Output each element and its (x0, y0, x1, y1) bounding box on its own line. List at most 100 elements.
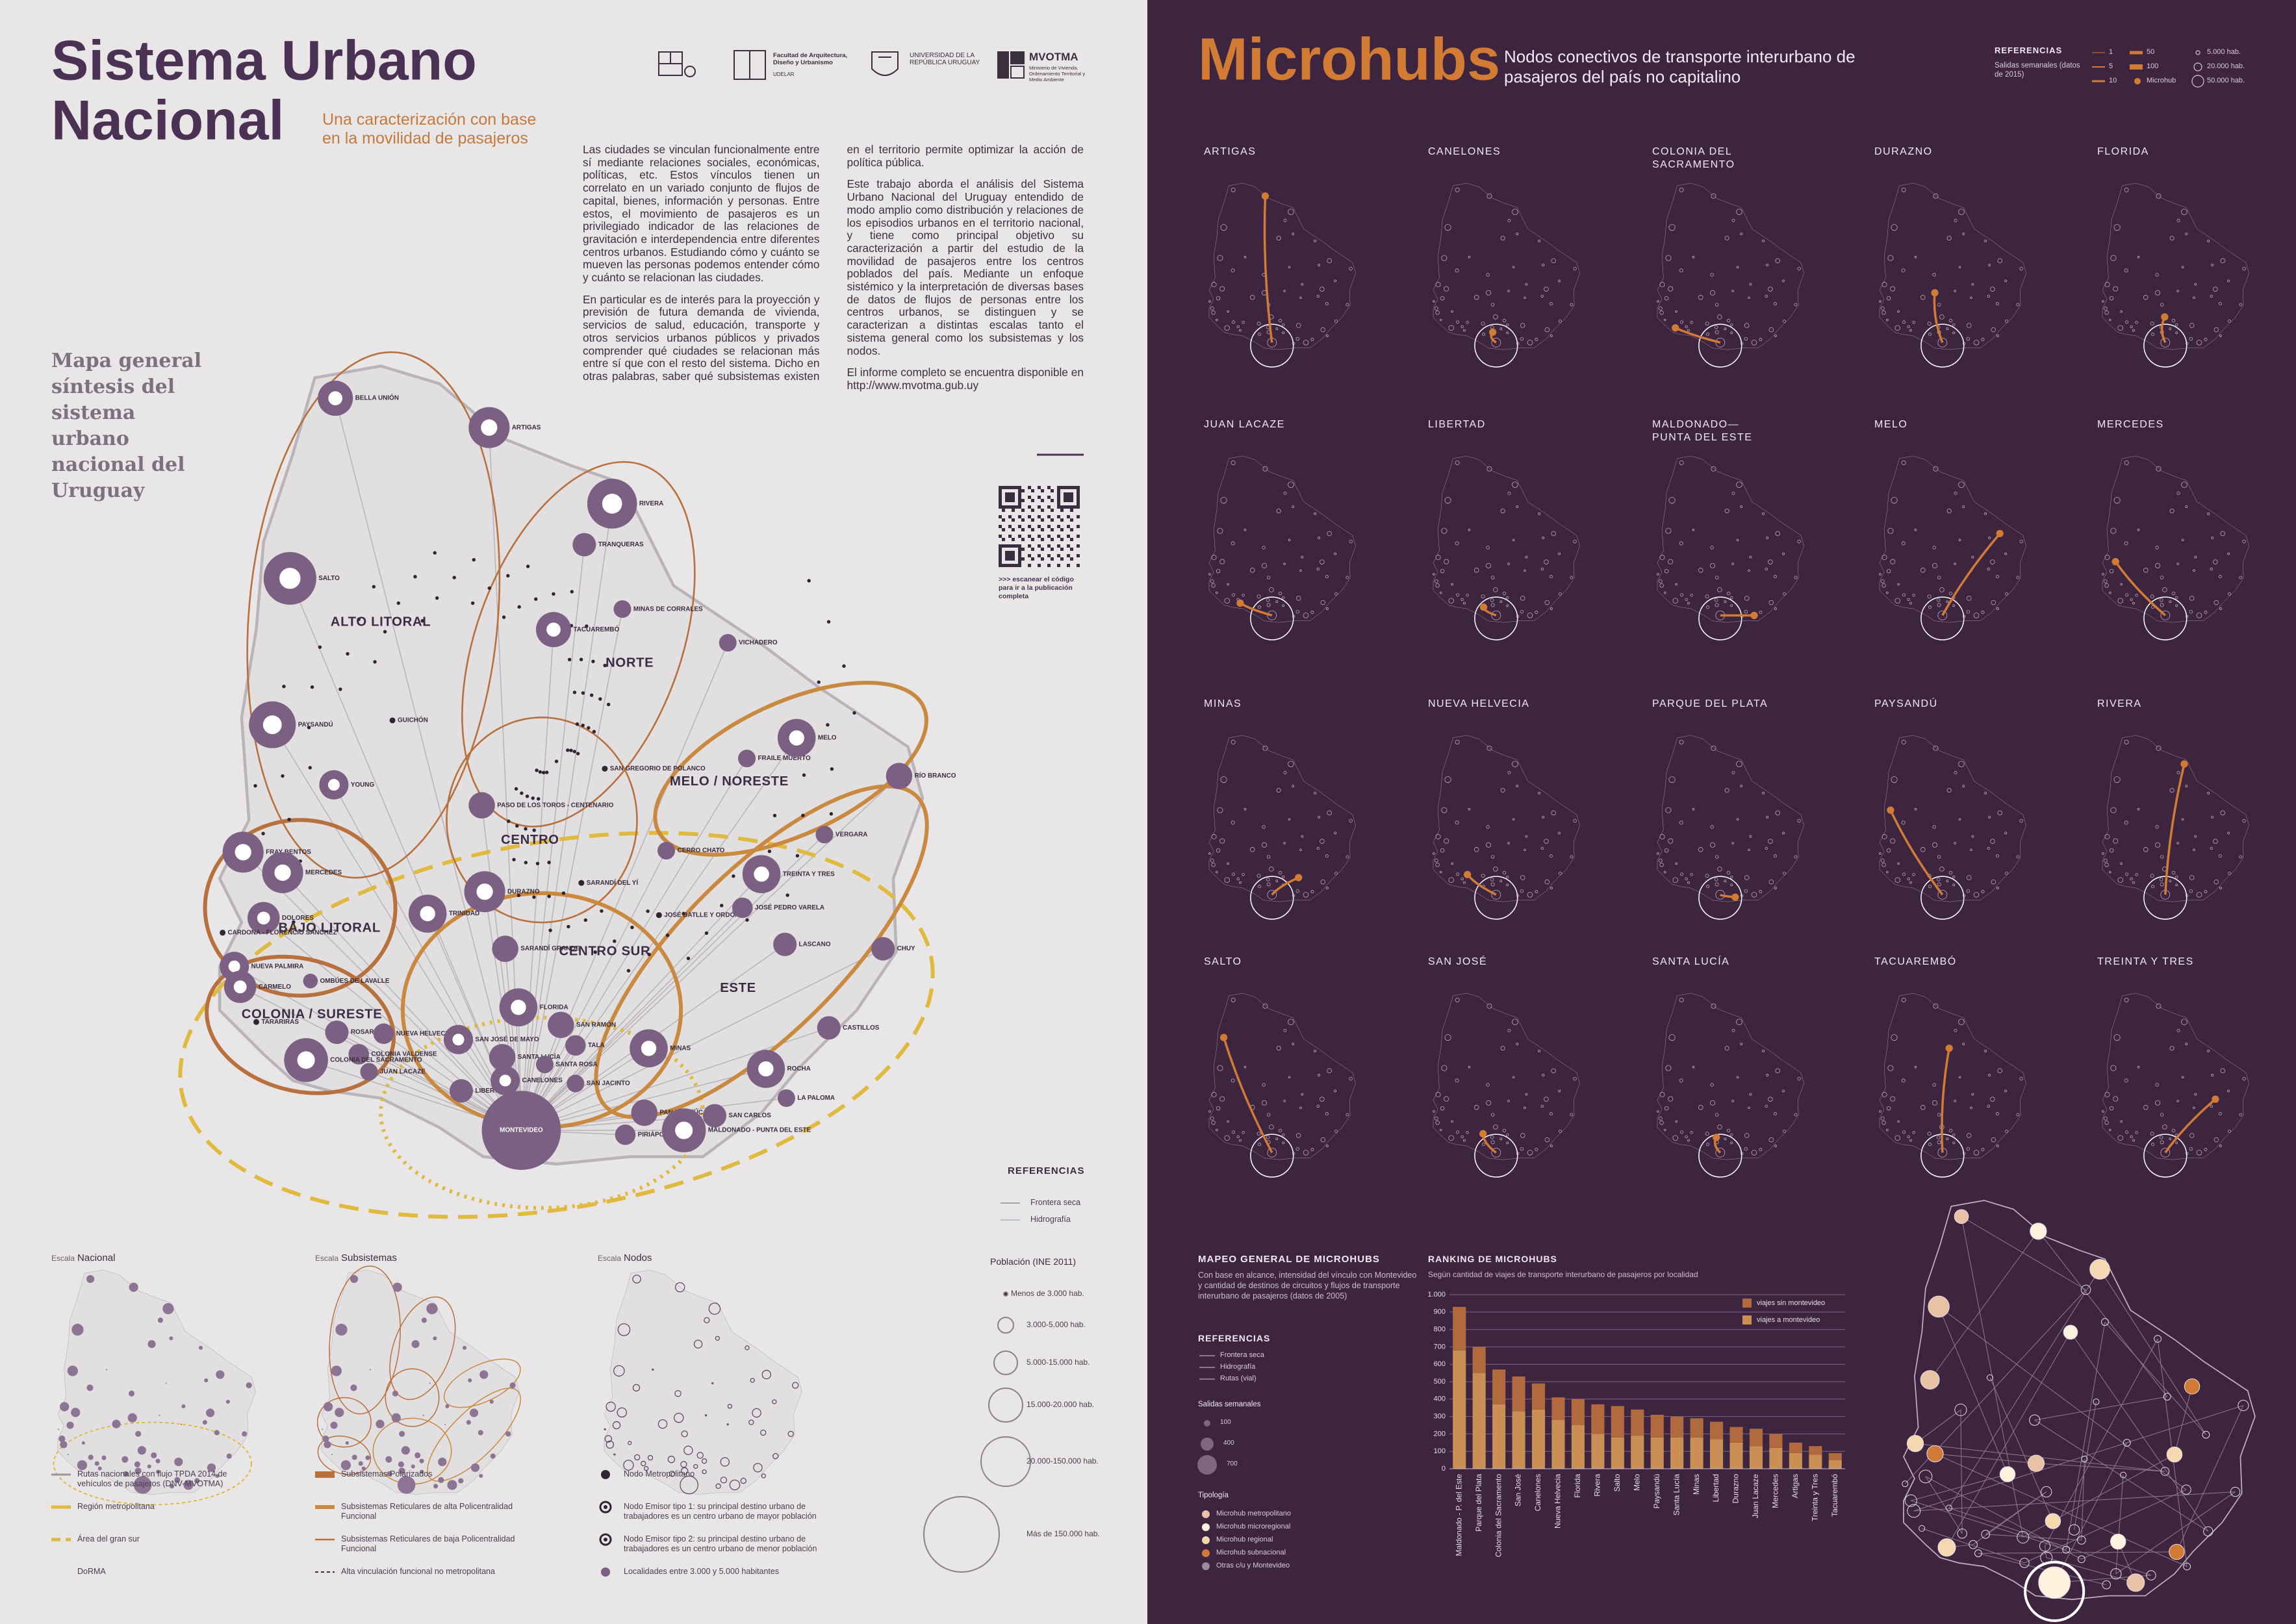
locality (1559, 592, 1561, 595)
locality (829, 812, 834, 816)
road (1946, 1332, 2070, 1547)
locality (1216, 1106, 1220, 1110)
locality (2195, 556, 2197, 558)
scale-node (643, 1465, 649, 1471)
locality (2156, 1004, 2161, 1008)
road (1949, 1269, 2100, 1508)
locality (1765, 1105, 1768, 1108)
microhub-node (2161, 313, 2169, 321)
locality (2136, 874, 2138, 876)
locality (2109, 871, 2111, 873)
locality (1767, 1074, 1768, 1076)
route (521, 949, 883, 1130)
locality (2126, 1131, 2128, 1134)
locality (487, 586, 492, 590)
microhub-name: CANELONES (1428, 146, 1501, 157)
locality (1909, 602, 1911, 604)
city-label: BELLA UNIÓN (355, 394, 399, 402)
locality (1954, 1029, 1957, 1032)
locality (1902, 740, 1906, 744)
locality (1909, 882, 1911, 883)
locality (1891, 839, 1895, 843)
road (1973, 1492, 2047, 1545)
locality (1311, 611, 1314, 614)
locality (1550, 887, 1552, 889)
locality (502, 615, 506, 619)
locality (2177, 1029, 2180, 1032)
right-background (1147, 0, 2296, 1624)
microhub-map (1433, 455, 1580, 640)
scale-legend-item: Nodo Metropolitano (624, 1469, 695, 1478)
microhub-overview-node (2161, 1467, 2169, 1476)
locality (1767, 816, 1768, 818)
city-node (253, 1019, 259, 1025)
scale-map (314, 1263, 534, 1495)
locality (1996, 855, 1998, 857)
locality (1444, 286, 1449, 291)
city-label: ROCHA (787, 1065, 811, 1072)
locality (1715, 326, 1718, 329)
bar (1729, 1442, 1743, 1469)
locality (1953, 884, 1955, 886)
microhub-route (1891, 810, 1943, 894)
microhub-map (1657, 455, 1804, 640)
locality (1227, 1121, 1229, 1123)
locality (2182, 1019, 2188, 1025)
locality (1991, 839, 1995, 844)
locality (1798, 1077, 1801, 1080)
locality (2020, 267, 2023, 270)
locality (1457, 873, 1459, 876)
locality (1732, 290, 1734, 292)
scale-node (183, 1480, 194, 1490)
y-tick-label: 900 (1434, 1308, 1446, 1316)
scale-node (445, 1404, 450, 1408)
scale-node (81, 1441, 85, 1445)
locality (1440, 848, 1444, 852)
city-node (656, 912, 662, 919)
city-label: YOUNG (351, 781, 375, 789)
locality (1991, 600, 1996, 605)
locality (1538, 513, 1540, 514)
locality (1327, 531, 1332, 536)
locality (2160, 576, 2163, 579)
locality (1277, 788, 1281, 792)
locality (2189, 1134, 2194, 1138)
bar (1769, 1447, 1783, 1469)
scale-node (411, 1464, 415, 1469)
microhub-map (2102, 455, 2249, 640)
microhub-name: LIBERTAD (1428, 419, 1486, 430)
scale-node (632, 1384, 641, 1392)
population-symbol (988, 1388, 1023, 1423)
locality (1227, 311, 1229, 312)
locality (396, 601, 401, 605)
scale-node (387, 1471, 392, 1477)
locality (1490, 878, 1494, 882)
city-label: SANTA LUCÍA (518, 1054, 561, 1061)
scale-node (505, 1431, 511, 1437)
legend-swatch (604, 1538, 607, 1542)
locality (1520, 596, 1525, 601)
locality (1767, 264, 1768, 266)
microhub-map (1880, 993, 2026, 1177)
locality (1318, 816, 1320, 818)
bar (1631, 1436, 1644, 1469)
y-tick-label: 200 (1434, 1430, 1446, 1438)
locality (1440, 319, 1442, 321)
locality (1288, 1076, 1290, 1078)
microhub-map (1433, 183, 1580, 367)
locality (1535, 338, 1538, 341)
scale-node (652, 1368, 654, 1371)
locality (1257, 1132, 1260, 1136)
locality (544, 770, 549, 774)
locality (603, 663, 607, 668)
intro-text: Las ciudades se vinculan funcionalmente … (583, 143, 1084, 468)
city-node (738, 750, 756, 768)
locality (1559, 1130, 1561, 1132)
locality (1244, 1066, 1246, 1068)
locality (646, 909, 650, 913)
microhub-name: RIVERA (2097, 698, 2142, 709)
scale-node (391, 1413, 401, 1423)
locality (1880, 300, 1881, 302)
locality (1277, 1046, 1281, 1050)
paragraph: Las ciudades se vinculan funcionalmente … (583, 143, 820, 285)
